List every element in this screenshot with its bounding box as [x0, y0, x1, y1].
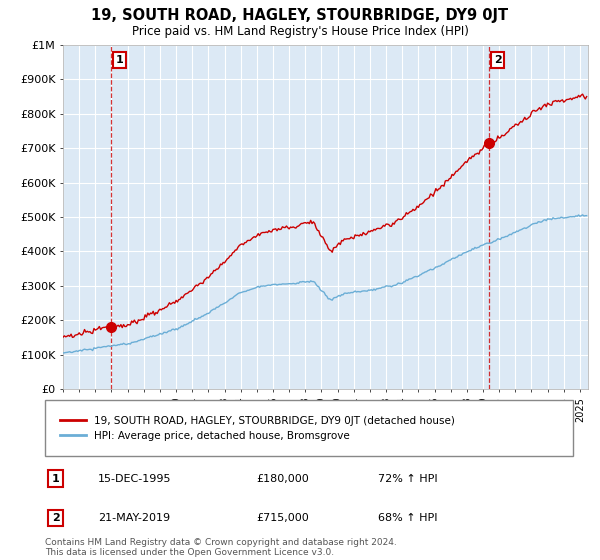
Legend: 19, SOUTH ROAD, HAGLEY, STOURBRIDGE, DY9 0JT (detached house), HPI: Average pric: 19, SOUTH ROAD, HAGLEY, STOURBRIDGE, DY9… [55, 412, 459, 445]
Text: 1: 1 [52, 474, 59, 484]
Text: 72% ↑ HPI: 72% ↑ HPI [377, 474, 437, 484]
Text: 15-DEC-1995: 15-DEC-1995 [98, 474, 172, 484]
Text: Price paid vs. HM Land Registry's House Price Index (HPI): Price paid vs. HM Land Registry's House … [131, 25, 469, 38]
Text: 2: 2 [52, 513, 59, 523]
Text: 19, SOUTH ROAD, HAGLEY, STOURBRIDGE, DY9 0JT: 19, SOUTH ROAD, HAGLEY, STOURBRIDGE, DY9… [91, 8, 509, 24]
Text: £180,000: £180,000 [256, 474, 309, 484]
Text: 21-MAY-2019: 21-MAY-2019 [98, 513, 170, 523]
Text: Contains HM Land Registry data © Crown copyright and database right 2024.
This d: Contains HM Land Registry data © Crown c… [45, 538, 397, 557]
Text: £715,000: £715,000 [256, 513, 309, 523]
Text: 68% ↑ HPI: 68% ↑ HPI [377, 513, 437, 523]
Text: 2: 2 [494, 55, 502, 65]
Text: 1: 1 [116, 55, 124, 65]
FancyBboxPatch shape [45, 400, 573, 456]
